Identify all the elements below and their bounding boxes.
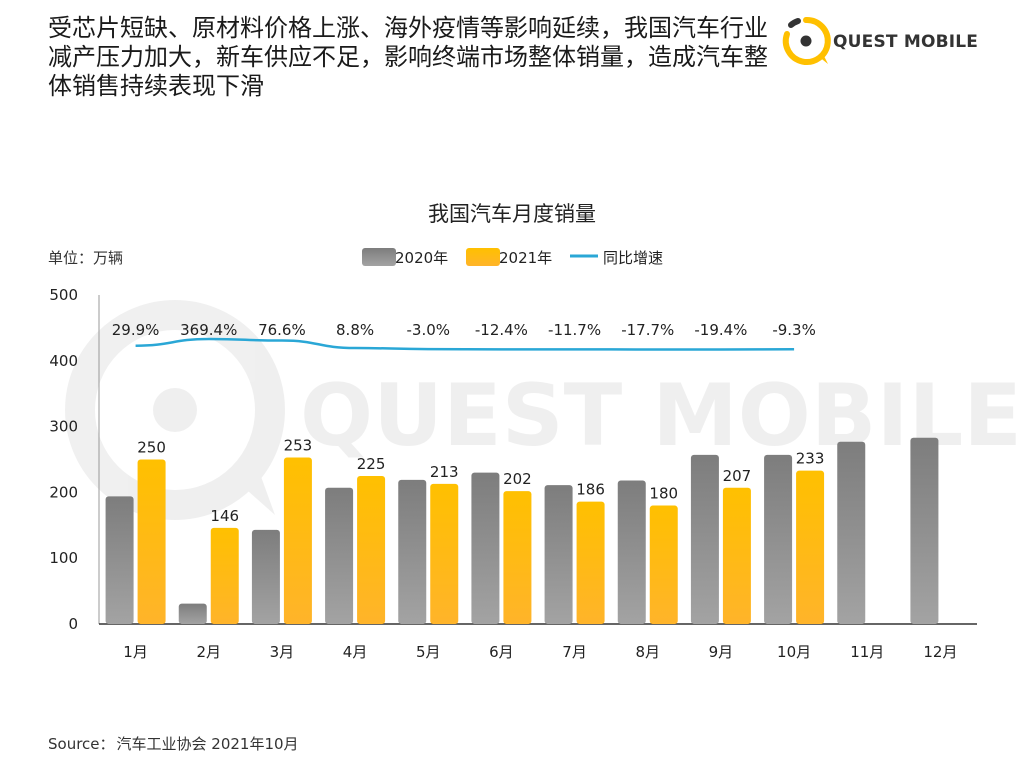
x-tick-label: 10月 (777, 643, 811, 661)
bar-2020 (325, 487, 354, 624)
data-labels: 250 146 253 225 213 202 186 180 207 233 29.9% 369.4… (112, 321, 825, 525)
bar-2020 (471, 472, 500, 624)
x-tick-label: 9月 (709, 643, 734, 661)
bar-2021 (357, 475, 386, 624)
bar-2020 (251, 529, 280, 624)
legend-label: 2021年 (499, 249, 552, 267)
x-tick-label: 2月 (196, 643, 221, 661)
bar-2021 (210, 527, 239, 624)
watermark: QUEST MOBILE (65, 300, 1022, 520)
page-headline: 受芯片短缺、原材料价格上涨、海外疫情等影响延续，我国汽车行业减产压力加大，新车供… (48, 14, 768, 100)
bar-value-label: 250 (137, 439, 166, 457)
bar-value-label: 146 (210, 507, 239, 525)
bar-value-label: 207 (723, 467, 752, 485)
axes: 0 100 200 300 400 500 1月 2月 3月 4月 5月 6月 7月 8月 9月 10月 11月… (49, 286, 977, 661)
bar-value-label: 202 (503, 470, 532, 488)
bar-2021 (283, 457, 312, 624)
growth-label: 76.6% (258, 321, 306, 339)
growth-label: -12.4% (475, 321, 528, 339)
bar-2020 (544, 485, 573, 624)
legend-swatch (466, 248, 500, 266)
x-tick-label: 5月 (416, 643, 441, 661)
bar-2021 (649, 505, 678, 624)
bar-2020 (105, 496, 134, 624)
x-tick-label: 4月 (343, 643, 368, 661)
watermark-logo-icon (65, 300, 285, 520)
x-tick-label: 12月 (923, 643, 957, 661)
bar-value-label: 233 (796, 450, 825, 468)
x-tick-label: 3月 (270, 643, 295, 661)
source-text: 汽车工业协会 2021年10月 (116, 735, 299, 753)
bars (105, 437, 939, 624)
bar-2020 (690, 454, 719, 624)
x-tick-label: 6月 (489, 643, 514, 661)
source-label: Source： (48, 735, 115, 753)
growth-line-path (135, 337, 795, 351)
bar-2020 (617, 480, 646, 624)
quest-mobile-logo-mark (782, 16, 831, 65)
growth-label: -17.7% (621, 321, 674, 339)
bar-value-label: 180 (649, 485, 678, 503)
chart-title: 我国汽车月度销量 (428, 202, 596, 226)
bar-2021 (430, 483, 459, 624)
bar-2021 (722, 487, 751, 624)
growth-label: 369.4% (180, 321, 237, 339)
monthly-sales-chart: QUEST MOBILE 我国汽车月度销量 单位：万辆 2020年 2021年 同比… (48, 202, 1022, 661)
y-tick-label: 300 (49, 418, 78, 436)
legend-label: 同比增速 (603, 249, 663, 267)
bar-2021 (137, 459, 166, 624)
legend-swatch (362, 248, 396, 266)
x-tick-label: 11月 (850, 643, 884, 661)
bar-2020 (398, 479, 427, 624)
y-tick-label: 500 (49, 286, 78, 304)
brand-name: QUEST MOBILE (833, 32, 979, 52)
source-note: Source： 汽车工业协会 2021年10月 (48, 733, 301, 754)
growth-label: -11.7% (548, 321, 601, 339)
y-tick-label: 200 (49, 483, 78, 501)
x-tick-label: 8月 (635, 643, 660, 661)
unit-label: 单位：万辆 (48, 249, 123, 267)
y-tick-label: 0 (68, 615, 78, 633)
bar-2021 (576, 501, 605, 624)
bar-2021 (796, 470, 825, 624)
growth-label: 8.8% (336, 321, 374, 339)
growth-label: -9.3% (772, 321, 816, 339)
bar-value-label: 186 (576, 481, 605, 499)
legend-label: 2020年 (395, 249, 448, 267)
x-tick-label: 1月 (123, 643, 148, 661)
bar-2020 (837, 441, 866, 624)
bar-value-label: 225 (357, 455, 386, 473)
bar-2021 (503, 491, 532, 624)
bar-value-label: 213 (430, 463, 459, 481)
x-tick-label: 7月 (562, 643, 587, 661)
bar-2020 (178, 603, 207, 624)
growth-line (135, 337, 795, 351)
growth-label: -19.4% (694, 321, 747, 339)
legend: 2020年 2021年 同比增速 (362, 248, 663, 267)
quest-mobile-logo (782, 16, 831, 65)
growth-label: 29.9% (112, 321, 160, 339)
y-tick-label: 400 (49, 352, 78, 370)
watermark-text: QUEST MOBILE (300, 366, 1022, 466)
bar-2020 (764, 454, 793, 624)
bar-value-label: 253 (284, 437, 313, 455)
bar-2020 (910, 437, 939, 624)
growth-label: -3.0% (406, 321, 450, 339)
y-tick-label: 100 (49, 549, 78, 567)
